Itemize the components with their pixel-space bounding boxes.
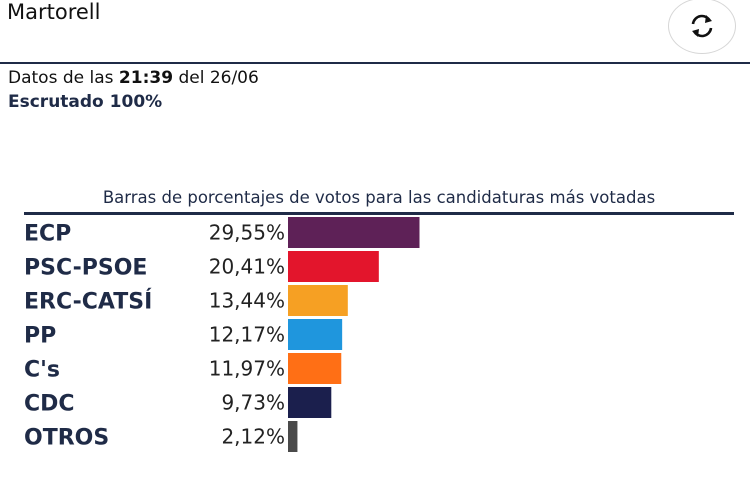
- category-label: ECP: [24, 222, 71, 247]
- category-label: ERC-CATSÍ: [24, 289, 152, 315]
- update-time: 21:39: [118, 68, 174, 88]
- update-info: Datos de las 21:39 del 26/06: [8, 68, 259, 88]
- category-label: PP: [24, 324, 56, 349]
- value-label: 20,41%: [209, 255, 285, 279]
- bar: [288, 217, 420, 248]
- update-date: del 26/06: [178, 68, 259, 88]
- bar: [288, 387, 332, 418]
- refresh-icon: [691, 14, 713, 38]
- value-label: 12,17%: [209, 323, 285, 347]
- bar: [288, 285, 348, 316]
- page-title: Martorell: [7, 0, 101, 24]
- value-label: 2,12%: [221, 425, 285, 449]
- category-label: C's: [24, 358, 60, 383]
- value-label: 9,73%: [221, 391, 285, 415]
- header-divider: [0, 62, 750, 64]
- value-label: 29,55%: [209, 221, 285, 245]
- category-label: PSC-PSOE: [24, 256, 147, 281]
- bar: [288, 251, 379, 282]
- bar: [288, 353, 342, 384]
- value-label: 13,44%: [209, 289, 285, 313]
- refresh-button[interactable]: [668, 0, 736, 54]
- chart-title: Barras de porcentajes de votos para las …: [102, 188, 656, 207]
- chart-divider: [24, 212, 734, 215]
- bar: [288, 421, 298, 452]
- count-status: Escrutado 100%: [8, 92, 163, 112]
- value-label: 11,97%: [209, 357, 285, 381]
- update-prefix: Datos de las: [8, 68, 114, 88]
- bar: [288, 319, 343, 350]
- category-label: CDC: [24, 392, 75, 417]
- category-label: OTROS: [24, 426, 109, 451]
